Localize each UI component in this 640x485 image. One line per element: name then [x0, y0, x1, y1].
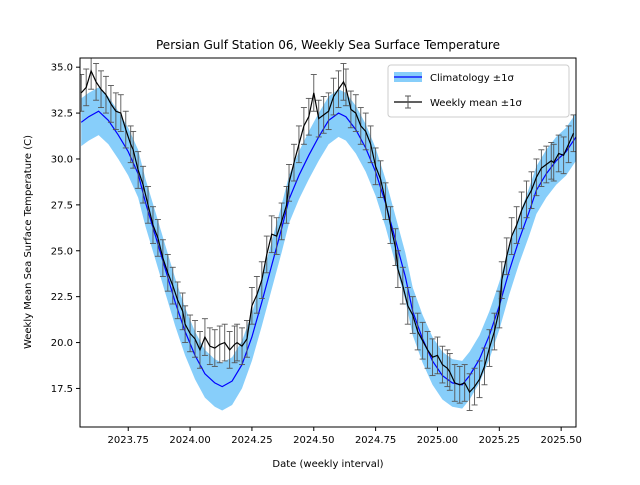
y-axis-label: Weekly Mean Sea Surface Temperature (C) — [23, 135, 34, 349]
legend-box — [387, 64, 570, 118]
y-tick-label: 27.5 — [51, 200, 73, 211]
weekly-mean-line — [80, 69, 575, 394]
y-tick-label: 35.0 — [51, 63, 73, 74]
y-tick-label: 30.0 — [51, 154, 73, 165]
x-tick-label: 2025.25 — [479, 435, 520, 446]
x-tick-label: 2025.50 — [540, 435, 581, 446]
x-tick-label: 2024.75 — [355, 435, 396, 446]
plot-area — [80, 58, 576, 411]
y-tick-label: 25.0 — [51, 246, 73, 257]
axes-frame — [79, 57, 577, 428]
x-tick-label: 2023.75 — [108, 435, 149, 446]
x-tick-label: 2025.00 — [417, 435, 458, 446]
chart-title: Persian Gulf Station 06, Weekly Sea Surf… — [156, 38, 500, 52]
x-tick-label: 2024.50 — [293, 435, 334, 446]
y-tick-label: 32.5 — [51, 109, 73, 120]
y-axis: 17.5 20.0 22.5 25.0 27.5 30.0 32.5 35.0 — [51, 63, 80, 395]
y-tick-label: 22.5 — [51, 292, 73, 303]
x-tick-label: 2024.25 — [231, 435, 272, 446]
y-tick-label: 17.5 — [51, 384, 73, 395]
legend-entry-climatology: Climatology ±1σ — [430, 73, 515, 84]
y-tick-label: 20.0 — [51, 338, 73, 349]
legend-entry-weekly: Weekly mean ±1σ — [430, 98, 523, 109]
legend: Climatology ±1σ Weekly mean ±1σ — [387, 64, 570, 118]
x-tick-label: 2024.00 — [169, 435, 210, 446]
x-axis-label: Date (weekly interval) — [272, 459, 383, 470]
x-axis: 2023.75 2024.00 2024.25 2024.50 2024.75 2025.… — [108, 427, 582, 446]
